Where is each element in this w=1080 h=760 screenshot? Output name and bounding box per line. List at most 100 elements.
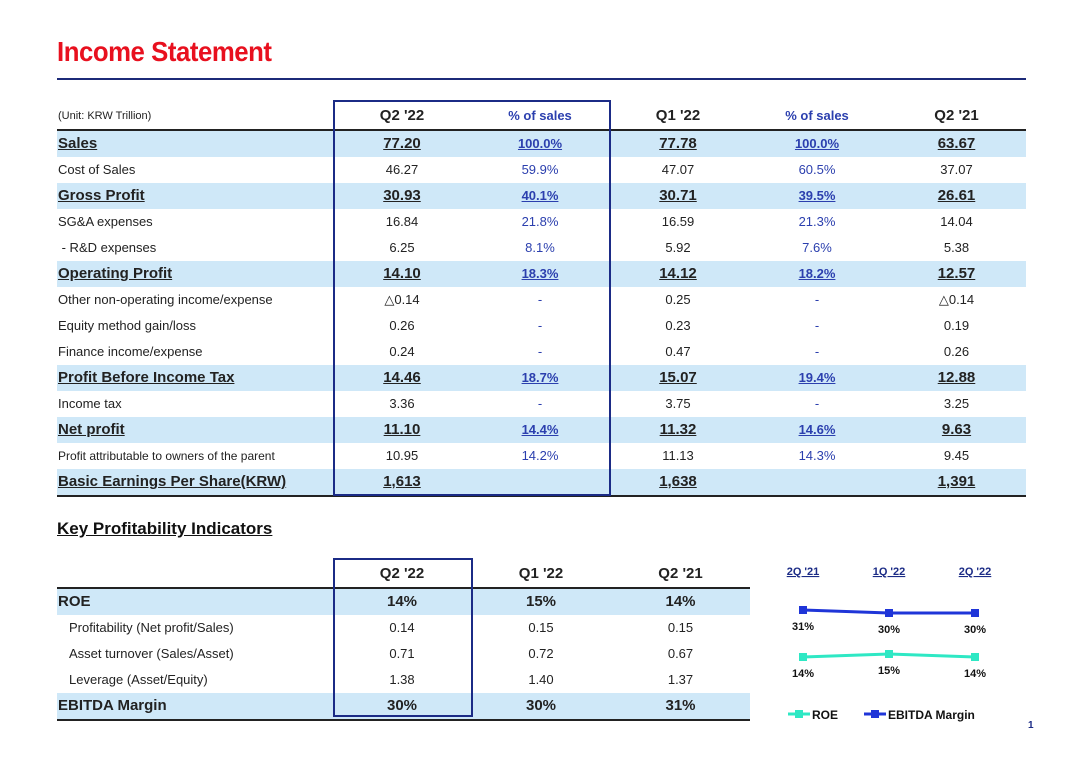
cell-q222: 0.26: [389, 318, 415, 333]
cell-q221: 12.88: [887, 365, 1026, 391]
cell-q222: 14.10: [333, 261, 471, 287]
row-label: Sales: [57, 130, 333, 157]
chart-category-label: 2Q '21: [787, 566, 820, 578]
kpi-row-profitability: Profitability (Net profit/Sales) 0.14 0.…: [57, 615, 750, 641]
chart-data-label: 30%: [878, 624, 900, 636]
row-label: Cost of Sales: [58, 162, 136, 177]
cell-q222: 0.14: [389, 620, 415, 635]
row-label: Finance income/expense: [58, 344, 203, 359]
row-gross-profit: Gross Profit 30.93 40.1% 30.71 39.5% 26.…: [57, 183, 1026, 209]
cell-pct-q122: 60.5%: [798, 162, 836, 177]
cell-q122: 30%: [471, 693, 611, 721]
row-label: Other non-operating income/expense: [58, 292, 273, 307]
chart-legend: ROE EBITDA Margin: [788, 708, 975, 722]
kpi-row-ebitda-margin: EBITDA Margin 30% 30% 31%: [57, 693, 750, 721]
row-label: Basic Earnings Per Share(KRW): [57, 469, 333, 497]
cell-q222: 1,613: [333, 469, 471, 497]
row-label: Leverage (Asset/Equity): [69, 672, 208, 687]
cell-q221: 0.15: [667, 620, 694, 635]
cell-q122: 5.92: [665, 240, 691, 255]
legend-marker: [871, 710, 879, 718]
cell-q221: 1,391: [887, 469, 1026, 497]
chart-data-point: [885, 609, 893, 617]
row-basic-eps: Basic Earnings Per Share(KRW) 1,613 1,63…: [57, 469, 1026, 497]
cell-q122: 14.12: [609, 261, 747, 287]
row-profit-attributable: Profit attributable to owners of the par…: [57, 443, 1026, 469]
profitability-line-chart: 2Q '21 1Q '22 2Q '22 31% 30% 30% 14% 15% 14% RO…: [787, 566, 992, 722]
cell-q122: 30.71: [609, 183, 747, 209]
cell-pct-q122: 100.0%: [747, 130, 887, 157]
cell-q221: 5.38: [943, 240, 970, 255]
chart-data-label: 30%: [964, 624, 986, 636]
cell-q222: 46.27: [385, 162, 419, 177]
cell-q122: 47.07: [661, 162, 695, 177]
legend-label: EBITDA Margin: [888, 708, 975, 722]
cell-q122: 77.78: [609, 130, 747, 157]
row-net-profit: Net profit 11.10 14.4% 11.32 14.6% 9.63: [57, 417, 1026, 443]
cell-q221: 0.67: [667, 646, 694, 661]
row-label: Operating Profit: [57, 261, 333, 287]
cell-q222: 0.24: [389, 344, 415, 359]
kpi-row-roe: ROE 14% 15% 14%: [57, 588, 750, 615]
cell-q222: 6.25: [389, 240, 415, 255]
cell-pct-q122: -: [814, 318, 820, 333]
row-sales: Sales 77.20 100.0% 77.78 100.0% 63.67: [57, 130, 1026, 157]
cell-q221: 9.45: [943, 448, 970, 463]
cell-q222: 14.46: [333, 365, 471, 391]
row-label: - R&D expenses: [58, 240, 157, 255]
col-header-q222: Q2 '22: [333, 103, 471, 131]
cell-q221: 0.19: [943, 318, 970, 333]
row-label: ROE: [57, 588, 333, 615]
row-finance-income: Finance income/expense 0.24 - 0.47 - 0.2…: [57, 339, 1026, 365]
chart-data-label: 31%: [792, 621, 814, 633]
kpi-col-header-q222: Q2 '22: [333, 561, 471, 589]
cell-q122: 0.47: [665, 344, 691, 359]
row-label: SG&A expenses: [58, 214, 153, 229]
chart-data-point: [971, 609, 979, 617]
cell-pct-q222: 21.8%: [521, 214, 559, 229]
row-label: Income tax: [58, 396, 122, 411]
col-header-pct-q122: % of sales: [747, 103, 887, 131]
row-label: Profit attributable to owners of the par…: [58, 449, 275, 463]
row-label: Asset turnover (Sales/Asset): [69, 646, 234, 661]
income-statement-table: (Unit: KRW Trillion) Q2 '22 % of sales Q…: [57, 103, 1026, 497]
row-profit-before-tax: Profit Before Income Tax 14.46 18.7% 15.…: [57, 365, 1026, 391]
chart-data-point: [885, 650, 893, 658]
cell-q221: 0.26: [943, 344, 970, 359]
cell-q122: 1,638: [609, 469, 747, 497]
cell-pct-q122: 18.2%: [747, 261, 887, 287]
cell-pct-q222: [471, 469, 609, 497]
cell-q221: 63.67: [887, 130, 1026, 157]
chart-category-labels: 2Q '21 1Q '22 2Q '22: [787, 566, 992, 578]
cell-pct-q122: 14.6%: [747, 417, 887, 443]
row-operating-profit: Operating Profit 14.10 18.3% 14.12 18.2%…: [57, 261, 1026, 287]
cell-pct-q222: 40.1%: [471, 183, 609, 209]
row-label: Profit Before Income Tax: [57, 365, 333, 391]
cell-q222: 16.84: [385, 214, 419, 229]
cell-pct-q222: 18.3%: [471, 261, 609, 287]
chart-data-point: [799, 606, 807, 614]
chart-category-label: 2Q '22: [959, 566, 992, 578]
cell-pct-q222: 59.9%: [521, 162, 559, 177]
title-divider: [57, 78, 1026, 80]
cell-q222: 14%: [333, 588, 471, 615]
cell-q221: 12.57: [887, 261, 1026, 287]
col-header-q122: Q1 '22: [609, 103, 747, 131]
row-cost-of-sales: Cost of Sales 46.27 59.9% 47.07 60.5% 37…: [57, 157, 1026, 183]
cell-q221: 14%: [611, 588, 750, 615]
kpi-section-title: Key Profitability Indicators: [57, 519, 273, 538]
cell-pct-q222: -: [537, 292, 543, 307]
cell-q222: 3.36: [389, 396, 415, 411]
cell-pct-q122: 21.3%: [798, 214, 836, 229]
cell-q222: 10.95: [385, 448, 419, 463]
cell-pct-q122: -: [814, 292, 820, 307]
cell-q222: 1.38: [389, 672, 415, 687]
cell-q122: 15%: [471, 588, 611, 615]
row-label: Net profit: [57, 417, 333, 443]
cell-q122: 15.07: [609, 365, 747, 391]
cell-q222: 11.10: [333, 417, 471, 443]
cell-q221: 26.61: [887, 183, 1026, 209]
cell-pct-q122: -: [814, 344, 820, 359]
page-title: Income Statement: [57, 36, 272, 67]
cell-pct-q122: -: [814, 396, 820, 411]
